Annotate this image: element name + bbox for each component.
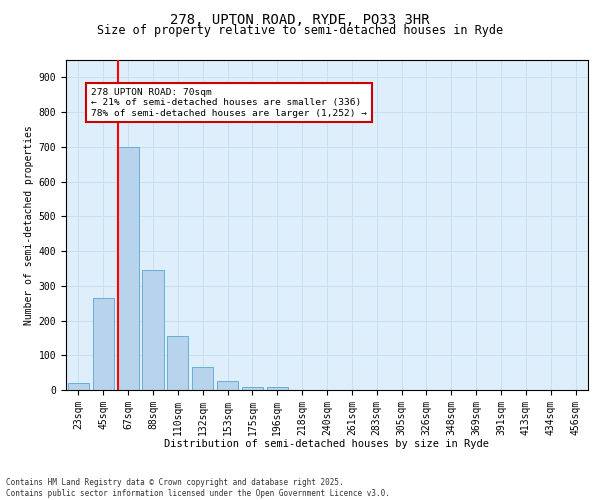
Bar xyxy=(167,336,188,390)
Text: Size of property relative to semi-detached houses in Ryde: Size of property relative to semi-detach… xyxy=(97,24,503,37)
Bar xyxy=(68,383,89,390)
Text: 278 UPTON ROAD: 70sqm
← 21% of semi-detached houses are smaller (336)
78% of sem: 278 UPTON ROAD: 70sqm ← 21% of semi-deta… xyxy=(91,88,367,118)
Bar xyxy=(192,368,213,390)
Bar xyxy=(217,382,238,390)
Bar xyxy=(142,270,164,390)
Y-axis label: Number of semi-detached properties: Number of semi-detached properties xyxy=(25,125,34,325)
Bar xyxy=(118,147,139,390)
X-axis label: Distribution of semi-detached houses by size in Ryde: Distribution of semi-detached houses by … xyxy=(164,439,490,449)
Text: 278, UPTON ROAD, RYDE, PO33 3HR: 278, UPTON ROAD, RYDE, PO33 3HR xyxy=(170,12,430,26)
Bar xyxy=(267,386,288,390)
Bar xyxy=(242,386,263,390)
Text: Contains HM Land Registry data © Crown copyright and database right 2025.
Contai: Contains HM Land Registry data © Crown c… xyxy=(6,478,390,498)
Bar xyxy=(93,298,114,390)
